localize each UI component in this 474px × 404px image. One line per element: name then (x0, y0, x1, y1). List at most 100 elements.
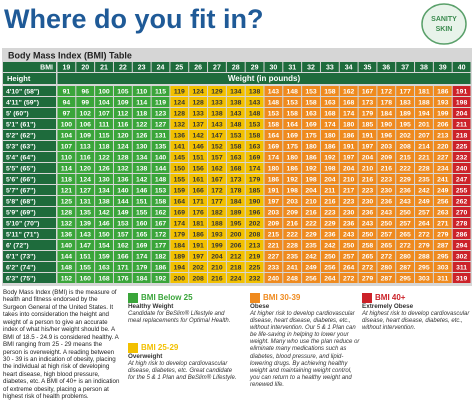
weight-value: 257 (343, 253, 355, 260)
weight-cell (339, 229, 358, 239)
weight-value: 153 (249, 121, 261, 128)
weight-cell (113, 251, 132, 261)
bmi-value: 40 (458, 64, 466, 71)
weight-cell (339, 240, 358, 250)
weight-value: 272 (399, 242, 411, 249)
weight-value: 236 (324, 231, 336, 238)
weight-cell (208, 229, 226, 239)
weight-value: 122 (136, 121, 148, 128)
height-cell (3, 119, 56, 129)
weight-cell (113, 141, 132, 151)
height-value: 5'10" (70") (6, 220, 39, 227)
weight-cell (132, 218, 151, 228)
legend-subtitle: Overweight (128, 353, 163, 360)
bmi-value: 26 (194, 64, 202, 71)
weight-value: 236 (362, 209, 374, 216)
weight-cell (452, 262, 471, 272)
weight-value: 210 (305, 198, 317, 205)
weight-cell (264, 229, 283, 239)
bmi-header-cell (415, 62, 433, 72)
weight-value: 210 (343, 176, 355, 183)
weight-cell (452, 86, 471, 96)
weight-cell (396, 251, 415, 261)
weight-cell (76, 196, 95, 206)
weight-cell (95, 152, 113, 162)
weight-value: 185 (362, 121, 374, 128)
weight-value: 204 (362, 154, 374, 161)
bmi-value: 36 (382, 64, 390, 71)
weight-cell (151, 163, 170, 173)
bmi-value: 29 (251, 64, 259, 71)
weight-cell (57, 108, 76, 118)
weight-value: 168 (230, 165, 242, 172)
weight-value: 217 (343, 187, 355, 194)
weight-cell (226, 119, 245, 129)
weight-cell (452, 207, 471, 217)
legend-title: BMI 30-39 (263, 293, 301, 303)
bmi-value: 21 (100, 64, 108, 71)
weight-cell (208, 207, 226, 217)
weight-value: 163 (305, 110, 317, 117)
weight-cell (320, 251, 339, 261)
weight-cell (151, 207, 170, 217)
weight-value: 193 (211, 231, 223, 238)
weight-cell (358, 141, 377, 151)
weight-value: 179 (249, 176, 261, 183)
weight-cell (245, 163, 264, 173)
weight-value: 142 (98, 209, 110, 216)
weight-value: 152 (61, 275, 73, 282)
weight-value: 204 (343, 165, 355, 172)
weight-cell (264, 130, 283, 140)
logo: SANITY SKIN (421, 3, 467, 45)
weight-cell (358, 152, 377, 162)
header-cell (3, 73, 56, 84)
weight-value: 256 (305, 275, 317, 282)
weight-value: 216 (381, 165, 393, 172)
weight-value: 197 (362, 143, 374, 150)
weight-cell (95, 108, 113, 118)
weight-cell (433, 251, 452, 261)
weight-cell (76, 251, 95, 261)
weight-value: 178 (230, 187, 242, 194)
weight-value: 179 (174, 231, 186, 238)
weight-cell (189, 108, 208, 118)
weight-cell (170, 240, 189, 250)
weight-value: 148 (230, 121, 242, 128)
weight-value: 196 (381, 132, 393, 139)
weight-cell (170, 119, 189, 129)
weight-cell (377, 174, 396, 184)
weight-value: 241 (437, 176, 449, 183)
weight-value: 255 (456, 187, 468, 194)
weight-value: 204 (305, 187, 317, 194)
weight-value: 114 (61, 165, 72, 172)
weight-cell (415, 108, 433, 118)
weight-value: 196 (249, 209, 261, 216)
weight-value: 228 (287, 242, 299, 249)
weight-cell (151, 174, 170, 184)
bmi-value: 32 (307, 64, 315, 71)
weight-value: 166 (192, 187, 204, 194)
weight-value: 136 (61, 231, 73, 238)
weight-value: 158 (324, 88, 336, 95)
weight-value: 189 (174, 253, 186, 260)
weight-cell (208, 163, 226, 173)
weight-cell (113, 163, 132, 173)
weight-cell (396, 229, 415, 239)
weight-value: 179 (362, 110, 374, 117)
weight-value: 153 (305, 88, 317, 95)
header-cell (3, 62, 56, 72)
legend-item: BMI 40+ Extremely Obese At highest risk to… (362, 293, 472, 332)
weight-value: 161 (192, 176, 204, 183)
weight-value: 118 (99, 143, 110, 150)
weight-value: 132 (61, 220, 73, 227)
bmi-value: 20 (81, 64, 89, 71)
weight-cell (113, 273, 132, 283)
weight-value: 150 (174, 165, 186, 172)
weight-cell (320, 196, 339, 206)
weight-cell (415, 196, 433, 206)
weight-value: 203 (287, 198, 299, 205)
weight-cell (264, 196, 283, 206)
weight-value: 138 (230, 99, 242, 106)
weight-cell (339, 218, 358, 228)
